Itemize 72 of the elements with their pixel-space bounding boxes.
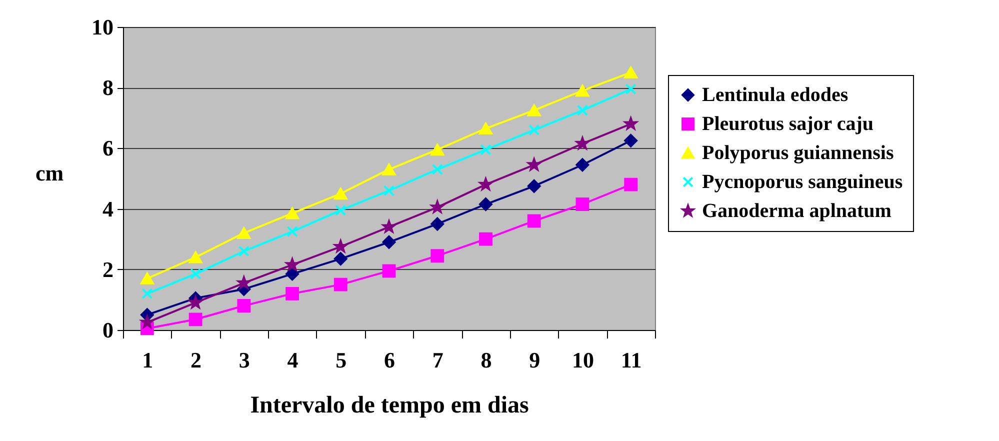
point: [576, 84, 590, 97]
point: [334, 252, 348, 266]
point: [237, 227, 251, 239]
point: [479, 198, 492, 211]
point: [334, 278, 348, 292]
y-tick-label: 4: [102, 196, 114, 222]
point: [334, 188, 348, 200]
y-tick-label: 0: [102, 318, 114, 342]
point: [576, 198, 590, 211]
point: [624, 134, 638, 148]
x-tick-label: 4: [287, 348, 298, 372]
point: [382, 264, 396, 278]
x-tick-label: 8: [480, 348, 492, 372]
y-tick-label: 6: [102, 136, 114, 161]
point: [479, 122, 492, 134]
point: [480, 144, 492, 156]
point: [334, 240, 348, 252]
point: [190, 268, 202, 280]
point: [430, 144, 444, 156]
point: [237, 299, 251, 312]
point: [142, 288, 153, 300]
y-tick-label: 8: [102, 75, 114, 100]
point: [140, 316, 154, 328]
legend-label: Pycnoporus sanguineus: [702, 171, 903, 193]
x-tick-label: 11: [620, 348, 642, 372]
legend-label: Polyporus guiannensis: [702, 142, 894, 164]
point: [430, 200, 444, 213]
legend-label: Ganoderma aplnatum: [702, 200, 892, 222]
point: [286, 258, 299, 270]
y-tick-label: 2: [102, 256, 114, 282]
point: [527, 214, 541, 228]
point: [188, 251, 202, 264]
point: [430, 217, 444, 231]
y-axis-title: cm: [36, 160, 64, 186]
x-tick-label: 6: [384, 348, 395, 372]
point: [382, 163, 396, 176]
point: [335, 204, 346, 216]
x-axis-title: Intervalo de tempo em dias: [250, 392, 529, 418]
point: [625, 84, 636, 95]
y-tick-label: 10: [92, 14, 114, 40]
point: [527, 179, 541, 193]
point: [479, 178, 492, 190]
point: [382, 235, 396, 249]
point: [140, 272, 154, 284]
point: [528, 158, 541, 170]
x-tick-label: 5: [336, 348, 347, 372]
point: [286, 286, 299, 300]
point: [527, 104, 541, 116]
point: [576, 104, 588, 116]
point: [479, 232, 492, 246]
x-tick-label: 7: [432, 348, 444, 372]
point: [432, 164, 443, 175]
point: [237, 276, 250, 289]
point: [576, 158, 590, 172]
x-tick-label: 9: [529, 348, 540, 372]
x-tick-label: 10: [572, 348, 594, 372]
point: [624, 178, 638, 192]
point: [286, 267, 299, 281]
point: [286, 226, 298, 238]
legend-label: Pleurotus sajor caju: [702, 113, 874, 135]
point: [430, 249, 444, 262]
point: [188, 312, 202, 326]
point: [286, 207, 299, 220]
x-tick-label: 2: [190, 348, 202, 372]
point: [238, 246, 250, 257]
point: [383, 185, 395, 196]
x-tick-label: 1: [142, 348, 154, 372]
point: [624, 117, 638, 130]
point: [624, 66, 638, 78]
point: [528, 124, 540, 136]
legend-label: Lentinula edodes: [702, 84, 848, 106]
x-tick-label: 3: [238, 348, 250, 372]
